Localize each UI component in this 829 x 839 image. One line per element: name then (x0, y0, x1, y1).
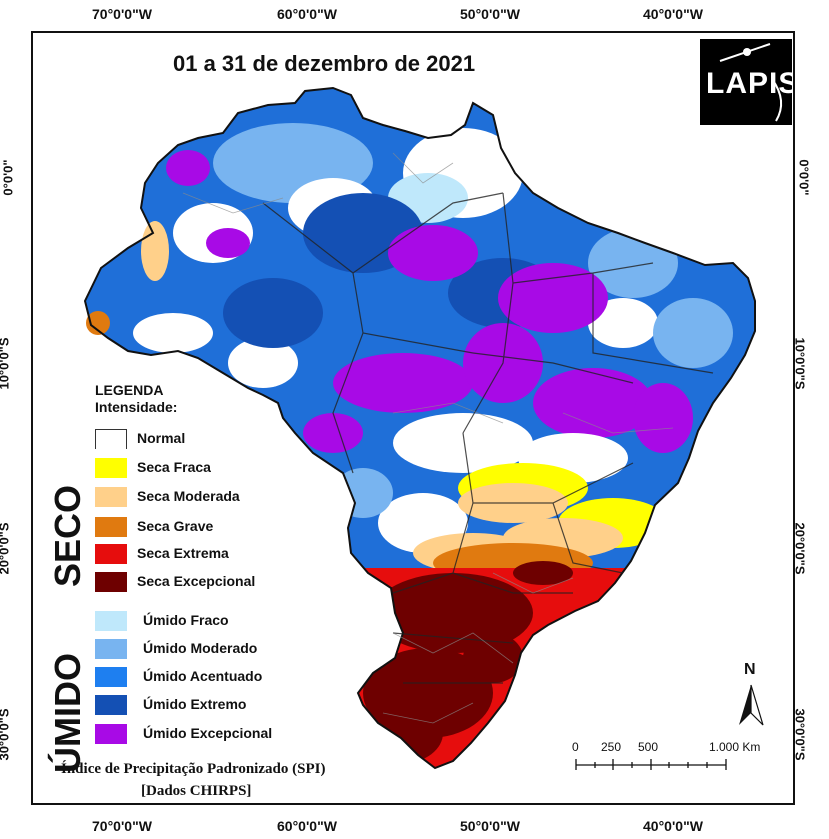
dry-group-label: SECO (47, 484, 88, 587)
legend-label: Seca Extrema (137, 545, 229, 561)
bottom-lon-label: 50°0'0"W (460, 818, 520, 834)
legend-swatch (95, 517, 127, 537)
legend-swatch (95, 544, 127, 564)
legend-swatch (95, 429, 127, 449)
right-lat-label: 0°0'0" (796, 159, 812, 196)
legend-swatch (95, 639, 127, 659)
legend-subheading: Intensidade: (95, 399, 178, 415)
scale-label: 500 (638, 740, 659, 754)
top-lon-label: 40°0'0"W (643, 6, 703, 22)
left-lat-label: 0°0'0" (0, 159, 16, 196)
bottom-lon-label: 60°0'0"W (277, 818, 337, 834)
north-label: N (744, 661, 756, 678)
bottom-lon-label: 70°0'0"W (92, 818, 152, 834)
legend-heading: LEGENDA (95, 382, 164, 398)
legend-label: Seca Grave (137, 518, 214, 534)
top-lon-label: 50°0'0"W (460, 6, 520, 22)
left-lat-label: 30°0'0"S (0, 708, 12, 761)
legend-label: Úmido Fraco (143, 612, 229, 628)
left-lat-label: 20°0'0"S (0, 522, 12, 575)
legend-label: Seca Moderada (137, 488, 240, 504)
satellite-icon (719, 43, 783, 122)
top-lon-label: 70°0'0"W (92, 6, 152, 22)
legend-swatch (95, 611, 127, 631)
scale-label: 0 (572, 740, 579, 754)
legend-swatch (95, 572, 127, 592)
legend-label: Úmido Extremo (143, 696, 247, 712)
bottom-lon-label: 40°0'0"W (643, 818, 703, 834)
top-lon-label: 60°0'0"W (277, 6, 337, 22)
footer-data-source: [Dados CHIRPS] (141, 783, 252, 799)
logo-text: LAPIS (706, 67, 795, 100)
brazil-map (83, 86, 764, 770)
legend-label: Úmido Moderado (143, 640, 258, 656)
wet-group-label: ÚMIDO (47, 653, 88, 773)
legend-title: LEGENDA Intensidade: (95, 382, 177, 416)
legend-swatch (95, 667, 127, 687)
legend-label: Seca Fraca (137, 459, 211, 475)
north-arrow-icon (739, 684, 764, 726)
legend-label: Úmido Excepcional (143, 725, 273, 741)
lapis-logo: LAPIS (700, 39, 795, 125)
left-lat-label: 10°0'0"S (0, 337, 12, 390)
legend-label: Úmido Acentuado (143, 668, 263, 684)
legend-swatch (95, 487, 127, 507)
map-frame: 01 a 31 de dezembro de 2021 LAPIS LEGEND… (31, 31, 795, 805)
legend-swatch (95, 458, 127, 478)
footer-index-title: Índice de Precipitação Padronizado (SPI) (61, 761, 326, 777)
legend-label: Seca Excepcional (137, 573, 256, 589)
legend-swatch (95, 724, 127, 744)
map-title: 01 a 31 de dezembro de 2021 (173, 51, 476, 76)
scale-label: 1.000 Km (709, 740, 761, 754)
legend-swatch (95, 695, 127, 715)
scale-label: 250 (601, 740, 622, 754)
legend-label: Normal (137, 430, 186, 446)
